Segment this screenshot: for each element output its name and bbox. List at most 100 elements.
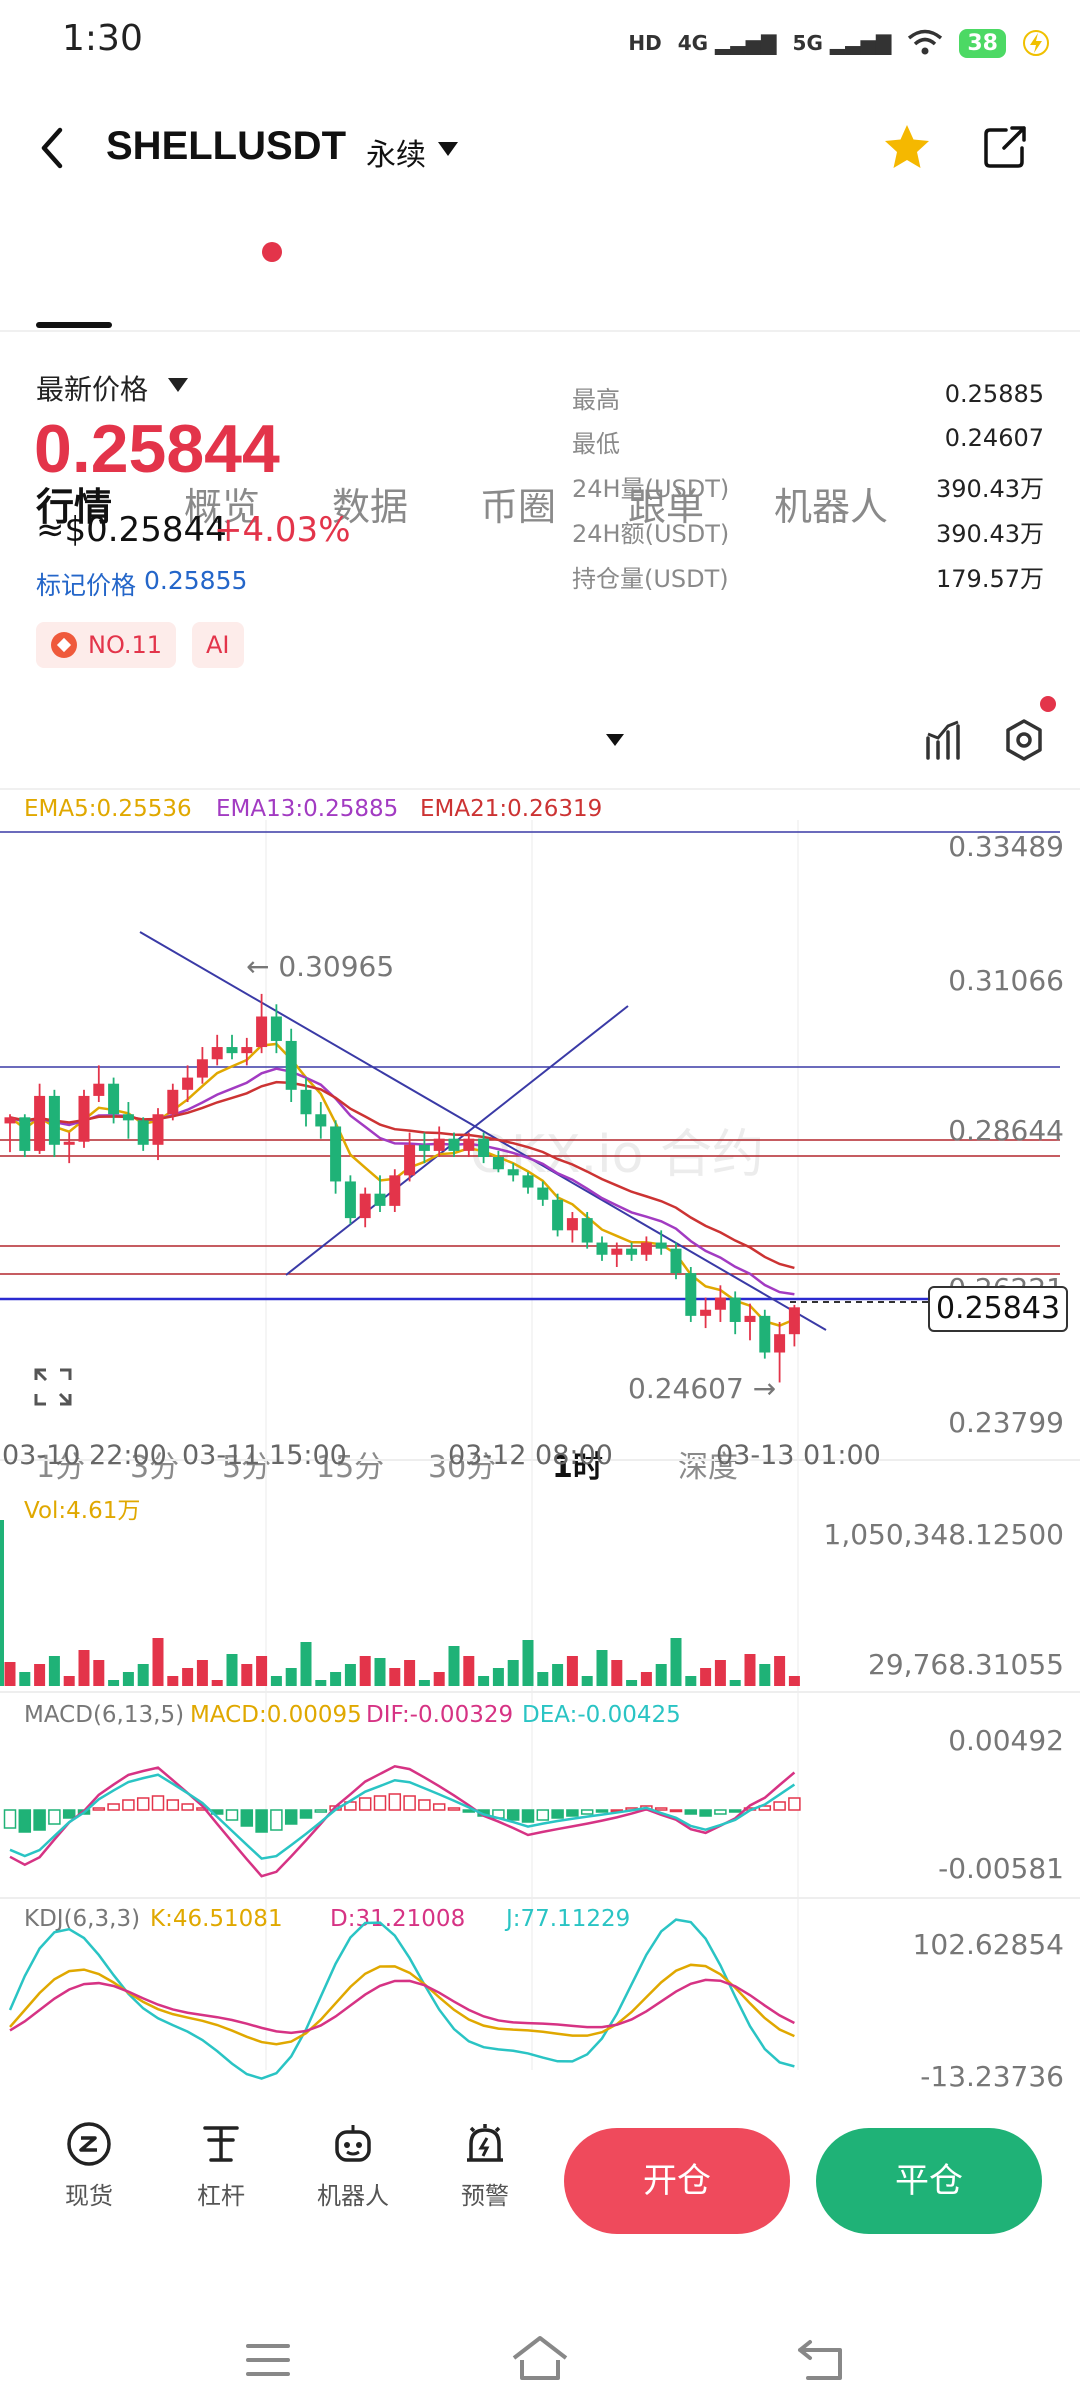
candle xyxy=(78,1095,90,1142)
candle xyxy=(108,1083,120,1115)
interval-depth[interactable]: 深度 xyxy=(678,1450,738,1485)
macd-dea-line xyxy=(9,1773,796,1860)
candle xyxy=(581,1218,593,1243)
candle xyxy=(433,1138,445,1151)
interval-1h[interactable]: 1时 xyxy=(552,1450,603,1485)
candle xyxy=(670,1248,682,1274)
macd-bar xyxy=(299,1809,313,1819)
pair-title[interactable]: SHELLUSDT xyxy=(106,124,346,168)
nav-label: 机器人 xyxy=(317,2182,389,2210)
nav-label: 现货 xyxy=(65,2182,113,2210)
settings-icon[interactable] xyxy=(1002,718,1046,762)
time-axis-label: 03-13 01:00 xyxy=(716,1440,881,1471)
tab-market[interactable]: 行情 xyxy=(36,485,113,529)
nav-spot[interactable]: 现货 xyxy=(44,2120,134,2211)
close-position-button[interactable]: 平仓 xyxy=(816,2128,1042,2234)
stat-low: 最低 0.24607 xyxy=(572,424,1044,464)
volume-bar xyxy=(270,1676,282,1686)
tab-data[interactable]: 数据 xyxy=(332,485,409,529)
macd-bar xyxy=(773,1801,786,1811)
volume-bar xyxy=(241,1664,253,1686)
ema21-legend: EMA21:0.26319 xyxy=(420,796,603,822)
ema13-legend: EMA13:0.25885 xyxy=(216,796,399,822)
volume-bar xyxy=(0,1520,4,1686)
ai-badge[interactable]: AI xyxy=(192,622,244,668)
rank-badge[interactable]: NO.11 xyxy=(36,622,177,668)
tab-copy-trade[interactable]: 跟单 xyxy=(628,485,705,529)
main-tabs: 行情 概览 数据 币圈 跟单 机器人 xyxy=(0,230,1080,529)
volume-bar xyxy=(522,1640,534,1686)
volume-bar xyxy=(34,1664,46,1686)
macd-bar xyxy=(33,1809,46,1831)
interval-30m[interactable]: 30分 xyxy=(428,1450,497,1485)
stat-24h-volume: 24H量(USDT) 390.43万 xyxy=(572,469,1044,509)
stat-value: 390.43万 xyxy=(936,475,1044,503)
chevron-down-icon[interactable] xyxy=(168,378,188,392)
candle xyxy=(241,1047,253,1054)
interval-3m[interactable]: 3分 xyxy=(130,1450,180,1485)
volume-bar xyxy=(93,1660,105,1686)
interval-1m[interactable]: 1分 xyxy=(36,1450,86,1485)
nav-alert[interactable]: 预警 xyxy=(440,2120,530,2211)
robot-icon xyxy=(335,2125,371,2162)
hd-indicator: HD xyxy=(628,31,662,55)
macd-bar xyxy=(270,1809,283,1831)
nav-label: 预警 xyxy=(461,2182,509,2210)
macd-bar xyxy=(432,1803,446,1811)
home-icon[interactable] xyxy=(510,2334,570,2382)
chevron-down-icon[interactable] xyxy=(438,142,458,156)
macd-bar xyxy=(107,1803,120,1811)
macd-bar xyxy=(240,1809,254,1827)
tab-overview[interactable]: 概览 xyxy=(184,485,261,529)
tab-community[interactable]: 币圈 xyxy=(480,485,557,529)
ema21-line xyxy=(9,1080,795,1270)
stat-value: 179.57万 xyxy=(936,565,1044,593)
volume-bar xyxy=(774,1656,786,1686)
candle xyxy=(478,1138,490,1158)
nav-leverage[interactable]: 杠杆 xyxy=(176,2120,266,2211)
candle xyxy=(611,1248,623,1255)
price-axis-label: 0.23799 xyxy=(948,1406,1064,1439)
interval-5m[interactable]: 5分 xyxy=(222,1450,272,1485)
signal-5g-icon: 5G ▂▃▅▇ xyxy=(792,31,892,55)
macd-bar xyxy=(788,1797,801,1811)
open-position-button[interactable]: 开仓 xyxy=(564,2128,790,2234)
menu-icon[interactable] xyxy=(244,2340,292,2380)
volume-bar xyxy=(492,1668,504,1686)
latest-price-label[interactable]: 最新价格 xyxy=(36,373,149,406)
chart-tools-icon[interactable] xyxy=(924,718,964,762)
nav-robot[interactable]: 机器人 xyxy=(308,2120,398,2211)
candlestick-chart[interactable]: OKX.io 合约 0.334890.310660.286440.262210.… xyxy=(0,820,1080,2090)
macd-bar xyxy=(388,1793,402,1811)
volume-bar xyxy=(108,1680,120,1686)
stat-label: 24H额(USDT) xyxy=(572,520,730,548)
macd-min-label: -0.00581 xyxy=(938,1852,1064,1885)
interval-15m[interactable]: 15分 xyxy=(316,1450,385,1485)
candle xyxy=(404,1144,416,1176)
usd-price: ≈$0.25844 xyxy=(36,510,227,550)
macd-value: MACD:0.00095 xyxy=(190,1702,362,1728)
chevron-down-icon[interactable] xyxy=(606,734,624,746)
contract-type[interactable]: 永续 xyxy=(366,138,426,173)
time-axis-label: 03-10 22:00 xyxy=(2,1440,167,1471)
macd-bar xyxy=(714,1809,727,1815)
volume-bar xyxy=(48,1656,60,1686)
status-icons: HD 4G ▂▃▅▇ 5G ▂▃▅▇ 38 xyxy=(628,20,1050,66)
back-icon[interactable] xyxy=(796,2338,848,2382)
charging-icon xyxy=(1023,30,1049,56)
macd-bar xyxy=(758,1805,772,1811)
tab-bots[interactable]: 机器人 xyxy=(774,485,889,529)
macd-bar xyxy=(506,1809,520,1821)
notification-dot xyxy=(262,242,282,262)
back-arrow-icon[interactable] xyxy=(34,124,74,172)
price-axis-label: 0.31066 xyxy=(948,964,1064,997)
macd-bar xyxy=(595,1809,609,1813)
share-icon[interactable] xyxy=(982,124,1028,170)
volume-bar xyxy=(640,1672,652,1686)
divider xyxy=(0,788,1080,790)
volume-bar xyxy=(714,1660,726,1686)
candle xyxy=(626,1248,638,1255)
fullscreen-icon[interactable] xyxy=(34,1368,72,1406)
kdj-j-line xyxy=(8,1918,795,2080)
favorite-star-icon[interactable] xyxy=(882,122,932,172)
